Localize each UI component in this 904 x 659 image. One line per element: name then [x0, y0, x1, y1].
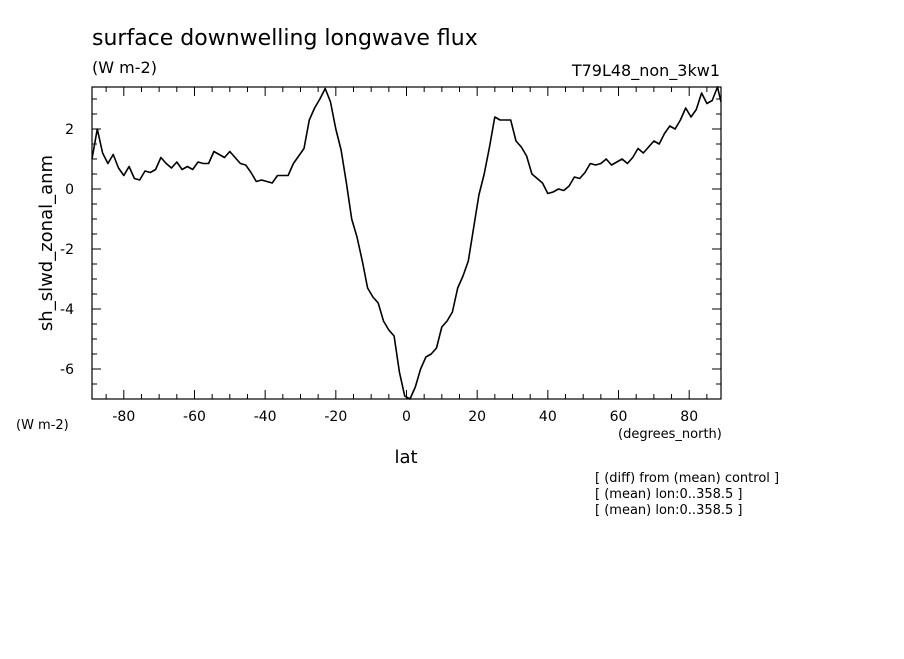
plot-border: [91, 86, 722, 400]
x-tick-label: 40: [539, 409, 557, 425]
series-group: [91, 86, 722, 400]
experiment-label: T79L48_non_3kw1: [571, 61, 720, 81]
y-axis-ticks: -6 -4 -2 0 2: [60, 98, 721, 400]
title-units: (W m-2): [92, 58, 157, 77]
x-tick-label: 80: [680, 409, 698, 425]
x-tick-label: 60: [610, 409, 628, 425]
x-tick-label: 20: [468, 409, 486, 425]
x-tick-label: -40: [254, 409, 277, 425]
y-tick-label: -4: [60, 302, 74, 318]
x-axis-units: (degrees_north): [618, 427, 722, 442]
chart-title: surface downwelling longwave flux: [92, 26, 478, 51]
note-line-2: [ (mean) lon:0..358.5 ]: [595, 487, 743, 502]
y-tick-label: 2: [65, 122, 74, 138]
y-tick-label: 0: [65, 182, 74, 198]
plot-frame: [91, 86, 722, 400]
y-axis-label: sh_slwd_zonal_anm: [36, 155, 57, 331]
y-tick-label: -2: [60, 242, 74, 258]
y-tick-label: -6: [60, 362, 74, 378]
x-axis-label: lat: [394, 447, 417, 468]
note-line-1: [ (diff) from (mean) control ]: [595, 471, 779, 486]
x-tick-label: -80: [112, 409, 135, 425]
series-line: [91, 86, 722, 400]
note-line-3: [ (mean) lon:0..358.5 ]: [595, 503, 743, 518]
x-tick-label: -20: [324, 409, 347, 425]
x-tick-label: 0: [402, 409, 411, 425]
x-tick-label: -60: [183, 409, 206, 425]
y-axis-units: (W m-2): [16, 418, 69, 433]
x-axis-ticks: -80 -60 -40 -20 0 20 40 60 80: [105, 87, 708, 425]
